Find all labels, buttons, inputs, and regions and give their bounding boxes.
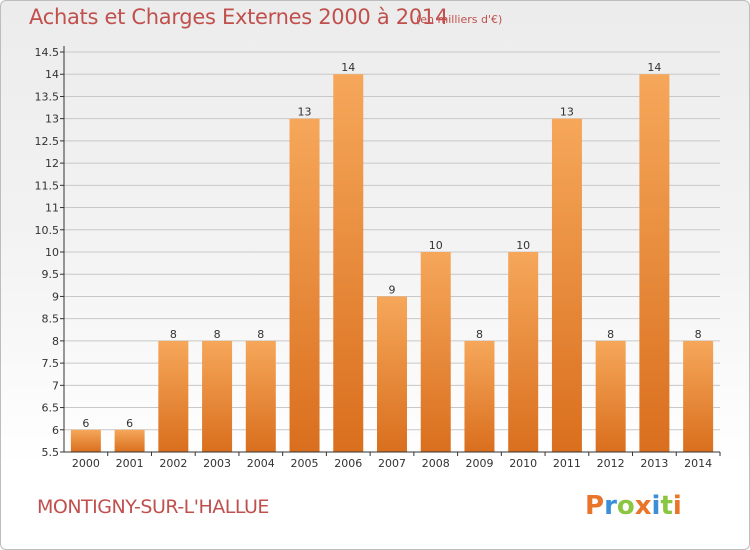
logo-letter: P: [585, 491, 605, 521]
bar-2009: [464, 340, 495, 452]
logo-letter: i: [672, 491, 682, 521]
x-tick-label-2009: 2009: [465, 457, 493, 470]
y-tick-label: 12: [45, 157, 59, 170]
y-tick-label: 12.5: [35, 135, 60, 148]
chart-title: Achats et Charges Externes 2000 à 2014: [29, 5, 449, 29]
logo-letter: o: [616, 491, 635, 521]
proxiti-logo[interactable]: Proxiti: [585, 491, 682, 521]
bars: [70, 74, 714, 453]
logo-letter: r: [604, 491, 617, 521]
bar-2005: [289, 118, 320, 453]
y-tick-label: 9.5: [42, 268, 60, 281]
y-tick-label: 9: [52, 290, 59, 303]
data-label-2013: 14: [647, 61, 661, 74]
data-label-2010: 10: [516, 239, 530, 252]
bar-2008: [420, 252, 451, 452]
commune-name: MONTIGNY-SUR-L'HALLUE: [37, 496, 269, 518]
y-tick-label: 11.5: [35, 179, 60, 192]
logo-letter: i: [651, 491, 661, 521]
data-label-2011: 13: [560, 106, 574, 119]
x-tick-label-2010: 2010: [509, 457, 537, 470]
data-label-2005: 13: [298, 106, 312, 119]
bar-2012: [595, 340, 626, 452]
y-tick-label: 10.5: [35, 224, 60, 237]
x-tick-label-2004: 2004: [247, 457, 275, 470]
logo-letter: t: [660, 491, 673, 521]
y-tick-label: 14.5: [35, 46, 60, 59]
bar-2004: [245, 340, 276, 452]
y-tick-label: 11: [45, 202, 59, 215]
y-tick-label: 8.5: [42, 313, 60, 326]
y-tick-label: 14: [45, 68, 59, 81]
logo-letter: x: [634, 491, 652, 521]
y-tick-label: 5.5: [42, 446, 60, 459]
x-tick-label-2000: 2000: [72, 457, 100, 470]
axes: [60, 46, 721, 456]
x-tick-label-2008: 2008: [422, 457, 450, 470]
data-label-2000: 6: [82, 417, 89, 430]
data-label-2002: 8: [170, 328, 177, 341]
data-label-2001: 6: [126, 417, 133, 430]
x-tick-label-2007: 2007: [378, 457, 406, 470]
x-tick-label-2006: 2006: [334, 457, 362, 470]
chart-subtitle: (en milliers d'€): [416, 13, 503, 26]
data-label-2003: 8: [214, 328, 221, 341]
bar-2000: [70, 429, 101, 452]
x-tick-label-2001: 2001: [116, 457, 144, 470]
data-label-2014: 8: [695, 328, 702, 341]
bar-2006: [333, 74, 364, 452]
y-tick-label: 6: [52, 424, 59, 437]
bar-2003: [202, 340, 233, 452]
y-tick-label: 6.5: [42, 402, 60, 415]
y-tick-label: 8: [52, 335, 59, 348]
bar-2013: [639, 74, 670, 452]
labels: 5.5 6 6.5 7 7.5 8 8.5 9 9.5 10 10.5 11 11.5 12 12.5 13 1…: [35, 46, 713, 470]
x-tick-label-2011: 2011: [553, 457, 581, 470]
x-tick-label-2014: 2014: [684, 457, 712, 470]
x-tick-label-2002: 2002: [159, 457, 187, 470]
bar-2010: [508, 252, 539, 452]
data-label-2004: 8: [257, 328, 264, 341]
y-tick-label: 7: [52, 379, 59, 392]
bar-2001: [114, 429, 145, 452]
data-label-2007: 9: [389, 283, 396, 296]
bar-2014: [683, 340, 714, 452]
y-tick-label: 10: [45, 246, 59, 259]
data-label-2008: 10: [429, 239, 443, 252]
y-tick-label: 13.5: [35, 90, 60, 103]
bar-2007: [377, 296, 407, 452]
y-tick-label: 13: [45, 113, 59, 126]
x-tick-label-2005: 2005: [291, 457, 319, 470]
x-tick-label-2012: 2012: [597, 457, 625, 470]
bar-2002: [158, 340, 189, 452]
x-tick-label-2013: 2013: [640, 457, 668, 470]
y-tick-label: 7.5: [42, 357, 60, 370]
x-tick-label-2003: 2003: [203, 457, 231, 470]
data-label-2006: 14: [341, 61, 355, 74]
data-label-2009: 8: [476, 328, 483, 341]
bar-2011: [551, 118, 582, 453]
data-label-2012: 8: [607, 328, 614, 341]
